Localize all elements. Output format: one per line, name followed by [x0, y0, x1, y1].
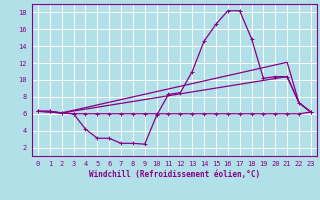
X-axis label: Windchill (Refroidissement éolien,°C): Windchill (Refroidissement éolien,°C) [89, 170, 260, 179]
